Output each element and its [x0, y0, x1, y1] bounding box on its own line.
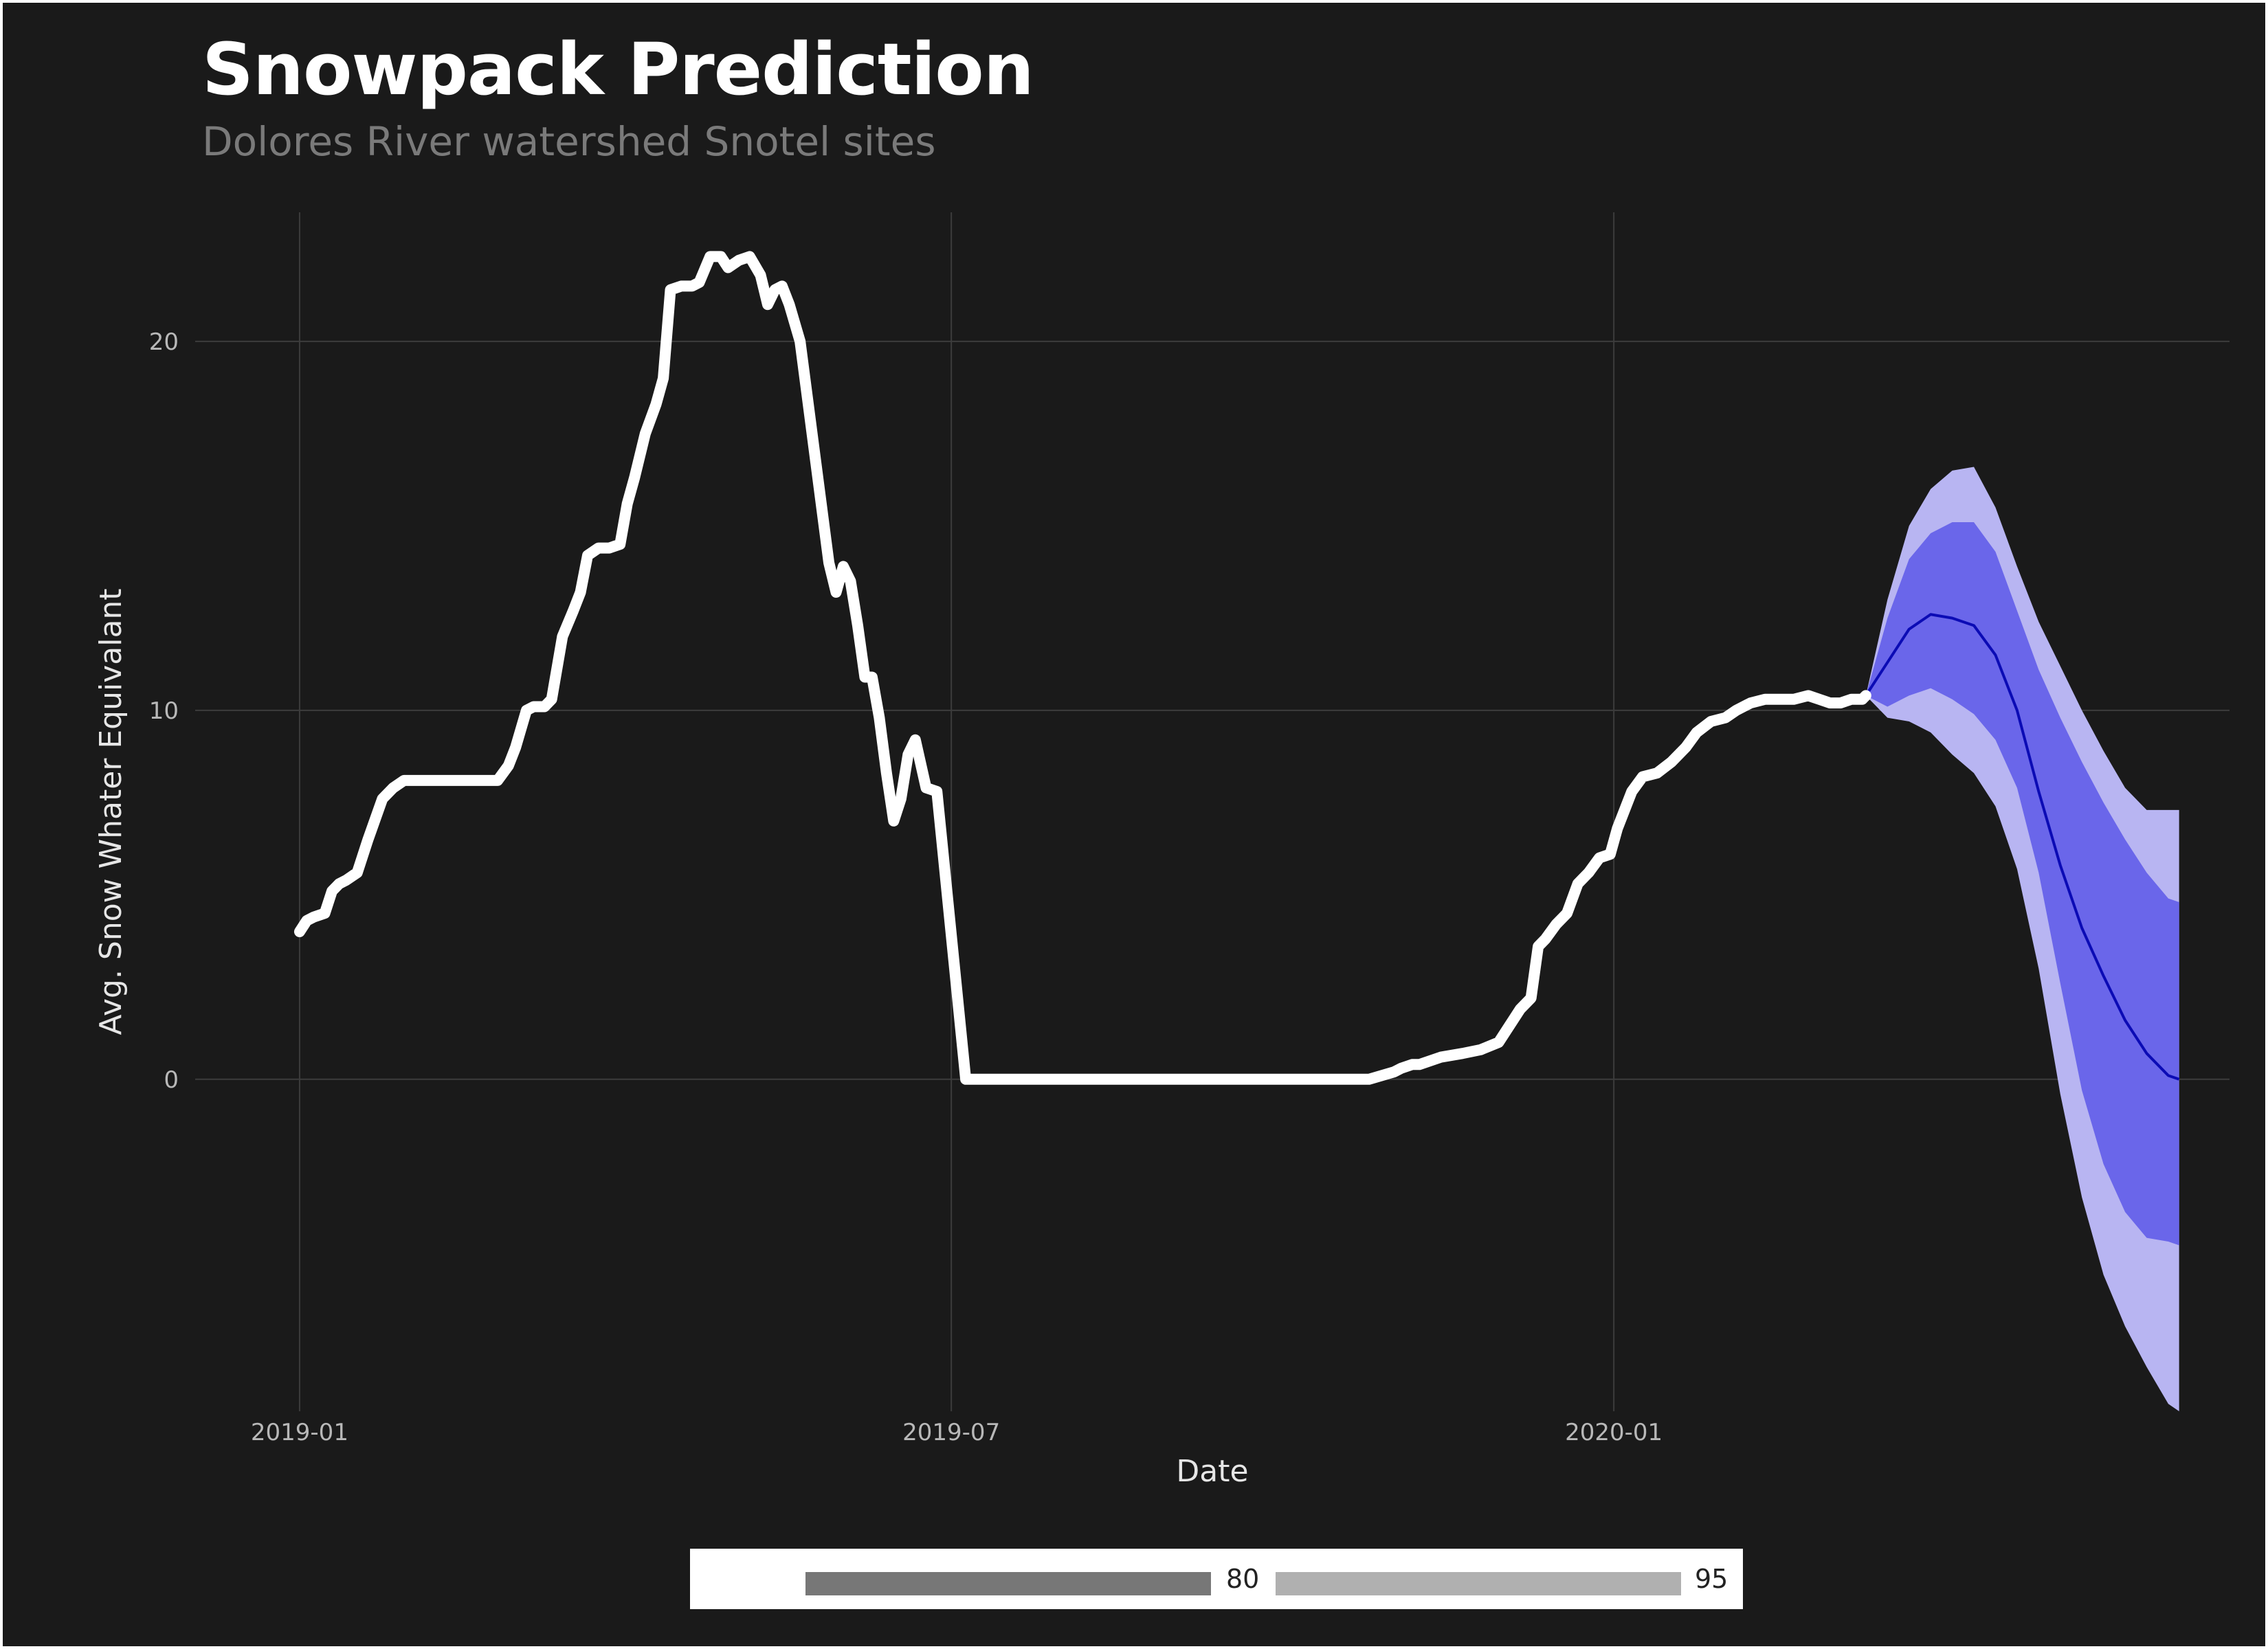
observed-swe-line [293, 251, 1871, 1085]
y-tick-label: 20 [149, 328, 179, 356]
page-title: Snowpack Prediction [202, 27, 1034, 111]
band-95-layer [1865, 467, 2179, 1411]
legend-label-80: 80 [1226, 1564, 1260, 1594]
observed-layer [293, 251, 1871, 1085]
y-tick-label: 10 [149, 697, 179, 725]
forecast-mean-line [1865, 613, 2180, 1081]
legend-key-95 [1276, 1572, 1681, 1595]
axis-layer: 0 10 20 2019-01 2019-07 2020-01 Date Avg. Snow … [93, 328, 1663, 1489]
x-tick-label: 2020-01 [1565, 1419, 1663, 1446]
legend-label-95: 95 [1695, 1564, 1728, 1594]
band-80-area [1865, 522, 2179, 1246]
snowpack-chart: 0 10 20 2019-01 2019-07 2020-01 Date Avg. Snow … [93, 212, 2230, 1489]
band-95-area [1865, 467, 2179, 1411]
legend: 80 95 [690, 1549, 1743, 1609]
page-subtitle: Dolores River watershed Snotel sites [202, 118, 936, 165]
x-tick-label: 2019-01 [251, 1419, 348, 1446]
x-axis-title: Date [1176, 1454, 1248, 1489]
forecast-layer [1865, 613, 2180, 1081]
legend-key-80 [805, 1572, 1211, 1595]
x-tick-label: 2019-07 [902, 1419, 1000, 1446]
y-axis-title: Avg. Snow Whater Equivalant [93, 588, 129, 1035]
y-tick-label: 0 [164, 1066, 179, 1094]
grid-layer [195, 212, 2230, 1411]
band-80-layer [1865, 522, 2179, 1246]
